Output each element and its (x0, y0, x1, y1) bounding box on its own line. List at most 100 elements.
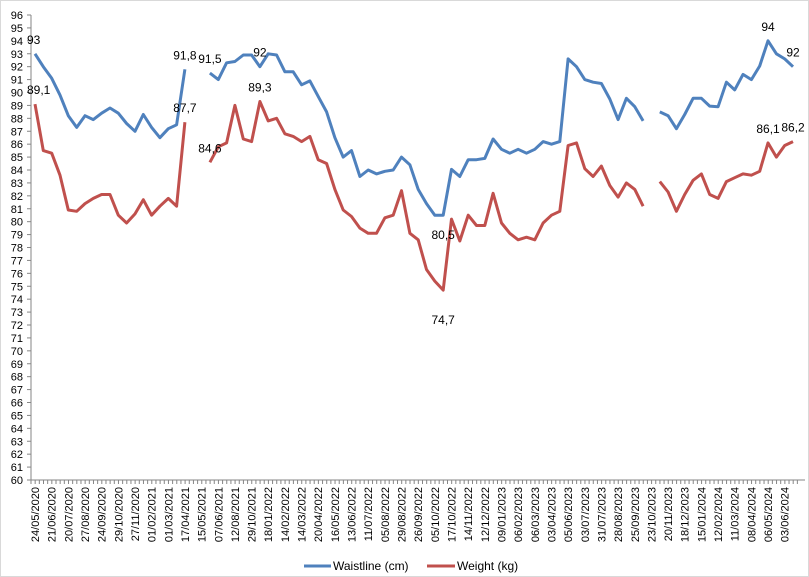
weight-data-label: 86,2 (781, 121, 805, 135)
legend-label-weight: Weight (kg) (457, 559, 518, 573)
y-tick-label: 94 (11, 36, 23, 48)
x-tick-label: 27/11/2020 (130, 487, 142, 541)
waistline-line (208, 52, 645, 217)
x-tick-label: 12/02/2024 (713, 487, 725, 542)
y-tick-label: 91 (11, 75, 23, 87)
legend-item-waistline: Waistline (cm) (304, 559, 409, 573)
x-tick-label: 20/07/2020 (63, 487, 75, 542)
y-tick-label: 70 (11, 346, 23, 358)
y-tick-label: 64 (11, 423, 23, 435)
x-tick-label: 12/12/2022 (480, 487, 492, 542)
legend-item-weight: Weight (kg) (427, 559, 518, 573)
x-axis: 24/05/2020 21/06/2020 20/07/2020 27/08/2020… (30, 479, 805, 542)
waistline-data-label: 80,5 (431, 228, 455, 242)
y-tick-label: 79 (11, 230, 23, 242)
y-tick-label: 85 (11, 152, 23, 164)
x-tick-label: 12/08/2021 (230, 487, 242, 542)
waistline-line (659, 39, 795, 131)
y-tick-label: 66 (11, 398, 23, 410)
y-tick-label: 60 (11, 475, 23, 487)
x-tick-label: 01/03/2021 (163, 487, 175, 542)
y-tick-label: 88 (11, 113, 23, 125)
x-tick-label: 11/03/2024 (730, 487, 742, 541)
x-tick-label: 28/08/2023 (613, 487, 625, 542)
x-tick-label: 18/01/2022 (263, 487, 275, 542)
y-tick-label: 74 (11, 294, 23, 306)
y-tick-label: 73 (11, 307, 23, 319)
y-tick-label: 69 (11, 359, 23, 371)
x-tick-label: 16/05/2022 (330, 487, 342, 542)
y-tick-label: 61 (11, 462, 23, 474)
y-tick-label: 89 (11, 100, 23, 112)
y-tick-label: 62 (11, 449, 23, 461)
x-tick-label: 20/04/2022 (313, 487, 325, 542)
x-tick-label: 13/06/2022 (347, 487, 359, 542)
x-tick-label: 15/05/2021 (197, 487, 209, 542)
waistline-line (33, 52, 187, 140)
y-tick-label: 65 (11, 410, 23, 422)
y-tick-label: 71 (11, 333, 23, 345)
x-tick-label: 01/02/2021 (147, 487, 159, 542)
x-tick-label: 26/09/2022 (413, 487, 425, 542)
x-tick-label: 24/05/2020 (30, 487, 42, 542)
x-tick-label: 08/04/2024 (746, 487, 758, 542)
x-tick-label: 05/06/2023 (563, 487, 575, 542)
y-tick-label: 76 (11, 268, 23, 280)
x-tick-label: 31/07/2023 (596, 487, 608, 542)
y-tick-label: 93 (11, 49, 23, 61)
weight-data-label: 87,7 (173, 101, 197, 115)
y-tick-label: 86 (11, 139, 23, 151)
y-tick-label: 96 (11, 10, 23, 22)
x-tick-label: 24/09/2020 (97, 487, 109, 542)
x-tick-label: 07/06/2021 (213, 487, 225, 542)
y-tick-label: 81 (11, 204, 23, 216)
weight-data-label: 86,1 (756, 122, 780, 136)
x-tick-label: 27/08/2020 (80, 487, 92, 542)
x-tick-label: 14/02/2022 (280, 487, 292, 542)
x-tick-label: 14/11/2022 (463, 487, 475, 541)
x-tick-label: 17/04/2021 (180, 487, 192, 542)
weight-line (33, 103, 187, 225)
x-tick-label: 03/06/2024 (780, 487, 792, 542)
weight-line (658, 140, 794, 213)
y-tick-label: 92 (11, 62, 23, 74)
x-tick-label: 14/03/2022 (297, 487, 309, 542)
x-tick-label: 29/10/2020 (113, 487, 125, 542)
weight-data-label: 84,6 (198, 141, 222, 155)
weight-data-label: 74,7 (431, 313, 455, 327)
y-tick-label: 75 (11, 281, 23, 293)
legend: Waistline (cm) Weight (kg) (304, 559, 518, 573)
y-tick-label: 72 (11, 320, 23, 332)
y-tick-label: 82 (11, 191, 23, 203)
data-labels: 93 91,8 91,5 92 80,5 94 92 89,1 87,7 84,6 89,3 74,7… (27, 20, 805, 327)
x-tick-label: 18/12/2023 (680, 487, 692, 542)
x-tick-label: 06/03/2023 (530, 487, 542, 542)
x-tick-label: 29/08/2022 (397, 487, 409, 542)
y-tick-label: 84 (11, 165, 23, 177)
x-tick-label: 05/08/2022 (380, 487, 392, 542)
x-tick-label: 17/10/2022 (447, 487, 459, 542)
y-tick-label: 83 (11, 178, 23, 190)
y-tick-label: 80 (11, 217, 23, 229)
x-tick-label: 06/05/2024 (763, 487, 775, 542)
waistline-data-label: 92 (786, 46, 800, 60)
y-tick-label: 63 (11, 436, 23, 448)
x-tick-label: 03/07/2023 (580, 487, 592, 542)
waistline-data-label: 93 (27, 33, 41, 47)
x-tick-label: 11/07/2022 (363, 487, 375, 541)
y-tick-label: 87 (11, 126, 23, 138)
x-tick-label: 06/02/2023 (513, 487, 525, 542)
weight-line (208, 100, 645, 292)
y-tick-label: 78 (11, 243, 23, 255)
x-tick-label: 21/06/2020 (47, 487, 59, 542)
weight-data-label: 89,3 (248, 81, 272, 95)
x-tick-label: 25/09/2023 (630, 487, 642, 542)
weight-data-label: 89,1 (27, 83, 51, 97)
x-tick-label: 29/10/2021 (247, 487, 259, 542)
y-tick-label: 77 (11, 255, 23, 267)
x-tick-label: 03/04/2023 (546, 487, 558, 542)
y-tick-label: 68 (11, 372, 23, 384)
waistline-data-label: 91,8 (173, 48, 197, 62)
waistline-data-label: 94 (761, 20, 775, 34)
